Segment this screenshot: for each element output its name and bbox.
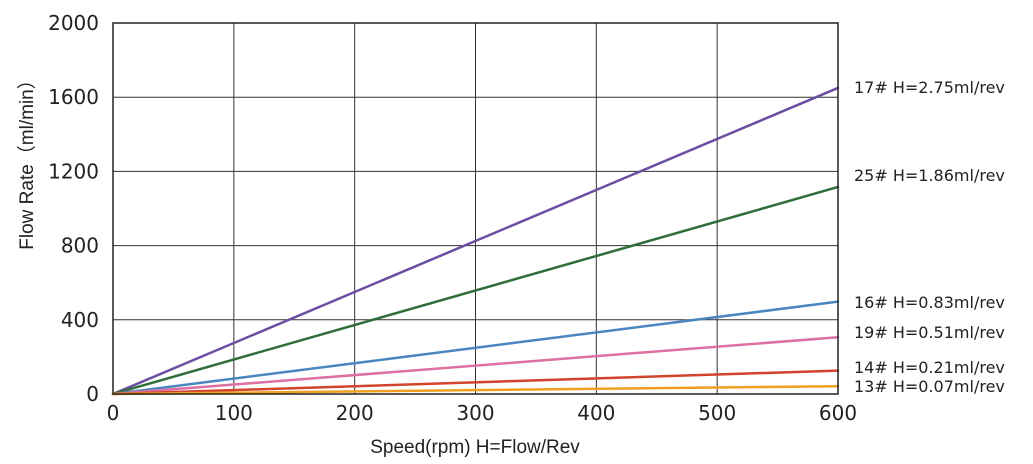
series-line — [111, 300, 840, 396]
y-tick-label: 400 — [61, 308, 99, 332]
x-tick-label: 500 — [698, 401, 736, 425]
series-label: 16# H=0.83ml/rev — [854, 293, 1005, 312]
x-tick-label: 200 — [336, 401, 374, 425]
series-line — [111, 384, 840, 396]
series-line — [111, 86, 840, 396]
y-tick-label: 2000 — [48, 11, 99, 35]
series-label: 25# H=1.86ml/rev — [854, 166, 1005, 185]
series-label: 13# H=0.07ml/rev — [854, 377, 1005, 396]
x-tick-label: 100 — [215, 401, 253, 425]
x-tick-label: 400 — [577, 401, 615, 425]
y-tick-labels: 0 400 800 1200 1600 2000 — [48, 11, 99, 406]
x-tick-label: 0 — [107, 401, 120, 425]
series-line — [111, 185, 840, 396]
x-tick-label: 600 — [819, 401, 857, 425]
series-label: 17# H=2.75ml/rev — [854, 78, 1005, 97]
series-line — [111, 335, 840, 396]
y-axis-label: Flow Rate（ml/min） — [16, 70, 38, 249]
y-tick-label: 800 — [61, 234, 99, 258]
plot-frame — [112, 22, 839, 395]
x-axis-label: Speed(rpm) H=Flow/Rev — [370, 437, 580, 458]
series-lines — [111, 86, 840, 396]
grid — [112, 22, 839, 395]
x-tick-label: 300 — [456, 401, 494, 425]
series-label: 14# H=0.21ml/rev — [854, 358, 1005, 377]
y-tick-label: 0 — [86, 382, 99, 406]
series-line — [111, 369, 840, 396]
x-tick-labels: 0 100 200 300 400 500 600 — [107, 401, 857, 425]
y-tick-label: 1200 — [48, 159, 99, 183]
series-labels: 17# H=2.75ml/rev 25# H=1.86ml/rev 16# H=0.… — [854, 78, 1005, 396]
y-tick-label: 1600 — [48, 85, 99, 109]
series-label: 19# H=0.51ml/rev — [854, 323, 1005, 342]
